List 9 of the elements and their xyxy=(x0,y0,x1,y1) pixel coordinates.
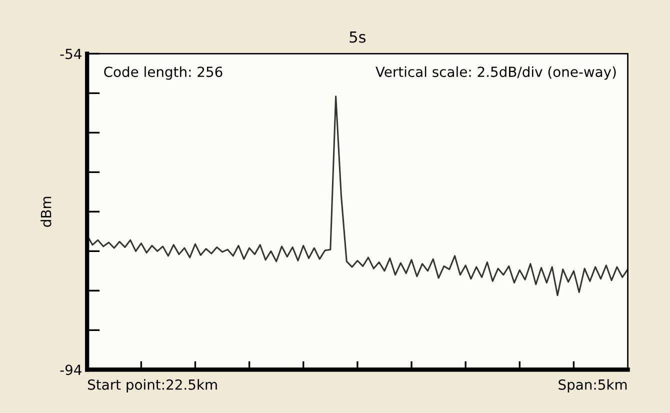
line-series xyxy=(87,96,628,296)
annotation: Code length: 256 xyxy=(104,66,222,80)
annotation: Vertical scale: 2.5dB/div (one-way) xyxy=(376,66,616,80)
y-tick-label: -94 xyxy=(60,364,82,376)
chart-title: 5s xyxy=(350,31,366,43)
y-tick-label: -54 xyxy=(60,48,82,60)
text: Span:5km xyxy=(558,379,627,393)
y-axis-title: dBm xyxy=(40,196,52,227)
text: Start point:22.5km xyxy=(88,379,217,393)
